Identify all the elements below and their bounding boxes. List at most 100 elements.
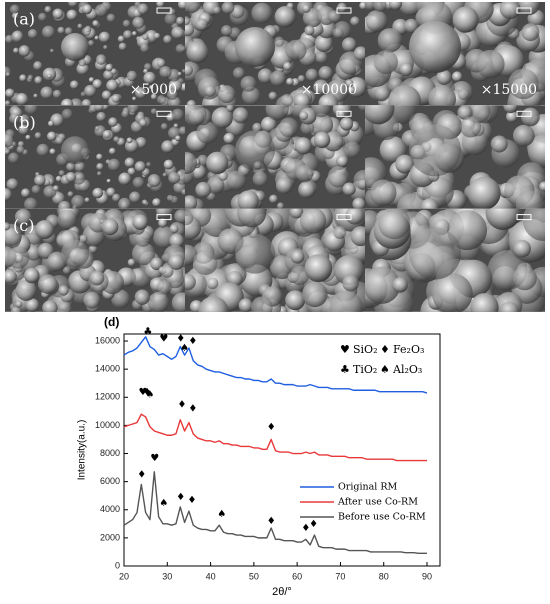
sem-grain xyxy=(171,26,184,40)
y-tick-label: 6000 xyxy=(100,476,120,486)
sem-grain xyxy=(377,28,403,53)
sem-grain xyxy=(232,67,245,80)
x-tick-label: 20 xyxy=(119,571,129,581)
sem-grain xyxy=(156,58,166,68)
sem-grain xyxy=(226,105,234,112)
sem-grain xyxy=(212,6,222,15)
sem-grain xyxy=(129,191,141,203)
sem-grain xyxy=(185,151,198,175)
row-label: (b) xyxy=(13,113,36,132)
scale-bar xyxy=(516,110,532,117)
peak-marker: ♥ xyxy=(139,387,148,398)
sem-grain xyxy=(195,181,212,198)
sem-grain xyxy=(65,171,76,183)
panel-label: (d) xyxy=(104,315,119,329)
sem-grain xyxy=(143,71,156,85)
sem-grain xyxy=(175,16,185,26)
sem-grain xyxy=(295,164,314,183)
sem-grain xyxy=(94,4,108,18)
sem-grain xyxy=(9,4,20,15)
sem-grain xyxy=(149,85,154,90)
sem-grain xyxy=(499,301,519,312)
peak-marker: ♦ xyxy=(137,470,146,481)
sem-grain xyxy=(181,189,185,196)
sem-grain xyxy=(150,108,158,115)
sem-grain xyxy=(47,120,55,127)
sem-grain xyxy=(142,33,149,40)
sem-grain xyxy=(111,289,130,309)
scale-bar xyxy=(156,214,172,221)
sem-grain xyxy=(34,76,43,85)
sem-grain xyxy=(64,27,73,36)
sem-grain xyxy=(23,197,38,209)
sem-cluster xyxy=(235,130,275,171)
sem-grain xyxy=(280,93,294,106)
peak-marker: ♦ xyxy=(188,336,197,347)
sem-grain xyxy=(428,85,457,106)
plot-frame xyxy=(123,333,441,567)
sem-grain xyxy=(333,225,347,240)
sem-grain xyxy=(251,2,273,24)
sem-grain xyxy=(508,68,539,100)
sem-grain xyxy=(359,2,365,10)
sem-grain xyxy=(5,134,14,148)
sem-grain xyxy=(221,2,235,15)
sem-grain xyxy=(150,93,158,100)
sem-grain xyxy=(121,110,130,119)
sem-grain xyxy=(160,265,174,278)
sem-grain xyxy=(106,13,116,23)
sem-grain xyxy=(302,8,323,28)
sem-grain xyxy=(62,266,71,275)
sem-grain xyxy=(24,105,38,115)
sem-grain xyxy=(452,6,479,33)
sem-grain xyxy=(107,158,121,172)
peak-marker: ♠ xyxy=(145,390,154,401)
series-line xyxy=(123,336,428,394)
scale-bar xyxy=(336,7,352,14)
sem-grain xyxy=(126,70,138,82)
sem-grain xyxy=(57,209,77,230)
sem-grain xyxy=(61,108,73,120)
sem-grain xyxy=(168,172,181,184)
sem-grain xyxy=(35,220,55,240)
sem-grain xyxy=(69,80,79,90)
sem-grain xyxy=(451,71,463,82)
sem-grain xyxy=(27,74,34,81)
x-tick-label: 90 xyxy=(422,571,432,581)
sem-grain xyxy=(16,145,25,154)
sem-grain xyxy=(18,114,30,126)
sem-grain xyxy=(58,170,65,177)
compound-label: Fe₂O₃ xyxy=(393,343,424,356)
compound-symbol: ♣ xyxy=(340,363,350,376)
sem-grain xyxy=(257,68,273,84)
sem-grain xyxy=(171,108,184,121)
sem-image xyxy=(365,105,545,209)
y-tick-label: 16000 xyxy=(95,335,120,345)
sem-image xyxy=(185,105,365,209)
sem-grain xyxy=(141,199,148,205)
sem-grain xyxy=(378,208,411,240)
sem-cluster xyxy=(61,136,89,165)
sem-grain xyxy=(196,121,219,144)
sem-grain xyxy=(513,239,531,258)
sem-grain xyxy=(156,2,165,8)
sem-grain xyxy=(206,176,225,195)
y-tick-label: 2000 xyxy=(100,532,120,542)
sem-grain xyxy=(82,27,91,37)
sem-grain xyxy=(276,202,285,209)
sem-grain xyxy=(163,159,174,170)
sem-grain xyxy=(103,45,108,50)
sem-grain xyxy=(88,244,98,254)
sem-grain xyxy=(31,185,41,195)
scale-bar xyxy=(156,110,172,117)
sem-grain xyxy=(134,289,150,305)
peak-marker: ♠ xyxy=(217,509,226,520)
sem-grain xyxy=(94,105,104,112)
magnification: ×5000 xyxy=(130,82,177,98)
sem-grain xyxy=(150,257,164,271)
peak-marker: ♥ xyxy=(159,333,168,344)
sem-cluster xyxy=(409,21,461,73)
sem-grain xyxy=(34,132,42,139)
sem-grain xyxy=(105,63,113,72)
sem-grain xyxy=(352,197,365,209)
